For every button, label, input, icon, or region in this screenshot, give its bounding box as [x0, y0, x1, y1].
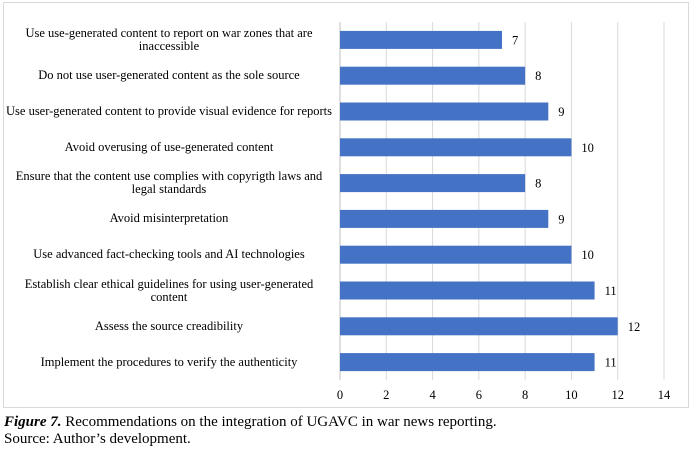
x-tick-label: 12	[611, 388, 624, 402]
bar	[340, 102, 549, 121]
caption-source: Source: Author’s development.	[4, 431, 191, 447]
bar	[340, 209, 549, 228]
bar	[340, 174, 526, 193]
x-tick-label: 0	[337, 388, 343, 402]
category-label-box: Use advanced fact-checking tools and AI …	[33, 247, 305, 262]
figure-caption: Figure 7. Recommendations on the integra…	[4, 414, 497, 448]
data-label: 10	[581, 248, 594, 262]
category-label: Use advanced fact-checking tools and AI …	[33, 247, 305, 262]
bar-chart: 0 2 4 6 8 10 12 14 7 Use use-generated content to…	[6, 22, 671, 402]
caption-text: Recommendations on the integration of UG…	[61, 414, 497, 430]
category-label: Avoid misinterpretation	[109, 211, 229, 226]
category-label-box: Do not use user-generated content as the…	[38, 68, 300, 83]
data-label: 9	[558, 212, 564, 226]
category-label: Do not use user-generated content as the…	[38, 68, 300, 83]
category-label-box: Implement the procedures to verify the a…	[40, 354, 298, 369]
x-tick-label: 14	[658, 388, 671, 402]
data-label: 8	[535, 177, 541, 191]
category-label: Implement the procedures to verify the a…	[40, 354, 298, 369]
x-tick-label: 8	[522, 388, 528, 402]
data-label: 11	[605, 284, 617, 298]
data-label: 12	[628, 320, 641, 334]
data-label: 8	[535, 69, 541, 83]
category-label-box: Use user-generated content to provide vi…	[6, 104, 332, 118]
x-tick-label: 6	[476, 388, 482, 402]
category-label: Assess the source creadibility	[94, 318, 244, 333]
category-label: Use user-generated content to provide vi…	[6, 104, 332, 118]
category-label-box: Establish clear ethical guidelines for u…	[24, 276, 314, 304]
category-label-box: Use use-generated content to report on w…	[25, 25, 313, 53]
category-label-box: Avoid misinterpretation	[109, 211, 229, 226]
caption-line: Figure 7. Recommendations on the integra…	[4, 414, 497, 431]
category-label-box: Assess the source creadibility	[94, 318, 244, 333]
bar	[340, 138, 572, 157]
x-tick-label: 2	[383, 388, 389, 402]
data-label: 11	[605, 356, 617, 370]
category-label-box: Avoid overusing of use-generated content	[64, 139, 274, 154]
bar	[340, 66, 526, 85]
bar	[340, 353, 595, 372]
category-label: Establish clear ethical guidelines for u…	[24, 276, 314, 304]
category-label: Use use-generated content to report on w…	[25, 25, 313, 53]
category-label: Ensure that the content use complies wit…	[15, 169, 323, 197]
bar	[340, 317, 618, 336]
bar	[340, 281, 595, 300]
category-label: Avoid overusing of use-generated content	[64, 139, 274, 154]
x-tick-label: 4	[429, 388, 436, 402]
bar	[340, 30, 502, 49]
data-label: 7	[512, 33, 518, 47]
bar	[340, 245, 572, 264]
figure-label: Figure 7.	[4, 414, 62, 430]
x-tick-label: 10	[565, 388, 578, 402]
data-label: 10	[581, 141, 594, 155]
data-label: 9	[558, 105, 564, 119]
category-label-box: Ensure that the content use complies wit…	[15, 169, 323, 197]
